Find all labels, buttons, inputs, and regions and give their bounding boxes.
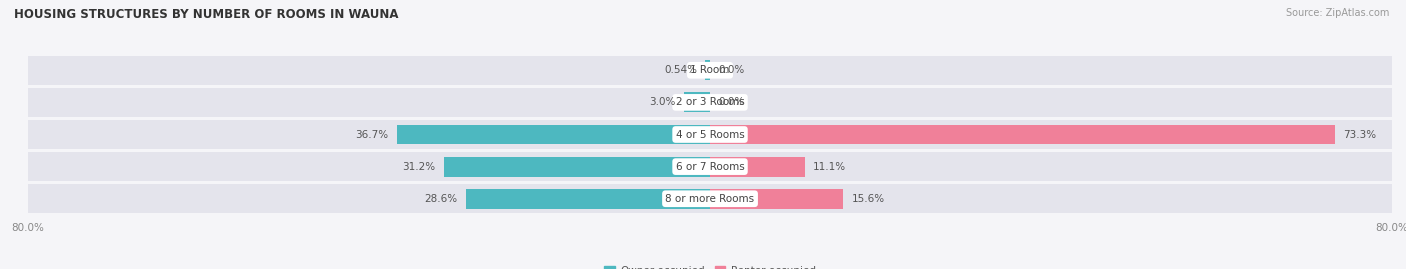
Text: 73.3%: 73.3% bbox=[1343, 129, 1376, 140]
Text: 36.7%: 36.7% bbox=[356, 129, 388, 140]
Text: 15.6%: 15.6% bbox=[852, 194, 884, 204]
Bar bbox=[28, 152, 1392, 181]
Bar bbox=[28, 56, 1392, 85]
Bar bbox=[685, 93, 710, 112]
Bar bbox=[710, 157, 804, 176]
Text: Source: ZipAtlas.com: Source: ZipAtlas.com bbox=[1285, 8, 1389, 18]
Text: 0.0%: 0.0% bbox=[718, 65, 745, 75]
Bar bbox=[710, 125, 1334, 144]
Text: 28.6%: 28.6% bbox=[425, 194, 458, 204]
Text: 3.0%: 3.0% bbox=[650, 97, 676, 107]
Bar bbox=[444, 157, 710, 176]
Bar bbox=[28, 184, 1392, 213]
Bar bbox=[467, 189, 710, 209]
Text: 0.54%: 0.54% bbox=[664, 65, 697, 75]
Text: 8 or more Rooms: 8 or more Rooms bbox=[665, 194, 755, 204]
Bar bbox=[710, 189, 844, 209]
Text: 1 Room: 1 Room bbox=[690, 65, 730, 75]
Text: HOUSING STRUCTURES BY NUMBER OF ROOMS IN WAUNA: HOUSING STRUCTURES BY NUMBER OF ROOMS IN… bbox=[14, 8, 398, 21]
Text: 0.0%: 0.0% bbox=[718, 97, 745, 107]
Text: 11.1%: 11.1% bbox=[813, 162, 846, 172]
Bar bbox=[28, 88, 1392, 117]
Bar bbox=[706, 60, 710, 80]
Text: 2 or 3 Rooms: 2 or 3 Rooms bbox=[676, 97, 744, 107]
Text: 4 or 5 Rooms: 4 or 5 Rooms bbox=[676, 129, 744, 140]
Bar bbox=[398, 125, 710, 144]
Legend: Owner-occupied, Renter-occupied: Owner-occupied, Renter-occupied bbox=[605, 266, 815, 269]
Text: 6 or 7 Rooms: 6 or 7 Rooms bbox=[676, 162, 744, 172]
Text: 31.2%: 31.2% bbox=[402, 162, 436, 172]
Bar bbox=[28, 120, 1392, 149]
